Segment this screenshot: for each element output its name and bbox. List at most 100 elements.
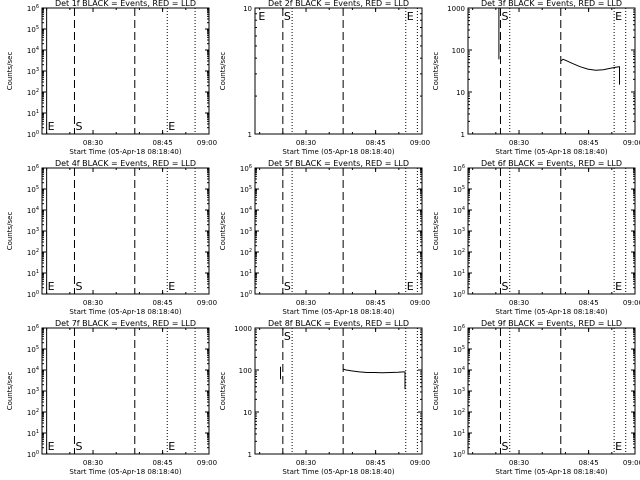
x-tick-label: 08:30	[509, 459, 529, 467]
marker-letter: E	[168, 280, 175, 293]
y-tick-label: 106	[453, 324, 465, 333]
y-tick-label: 100	[27, 450, 39, 459]
panel-title: Det 6f BLACK = Events, RED = LLD	[481, 159, 622, 168]
marker-letter: E	[615, 10, 622, 23]
x-tick-label: 09:00	[197, 459, 217, 467]
x-tick-label: 08:30	[509, 299, 529, 307]
plot-frame	[254, 327, 423, 455]
x-axis-label: Start Time (05-Apr-18 08:18:40)	[69, 148, 181, 156]
panel-title: Det 3f BLACK = Events, RED = LLD	[481, 0, 622, 8]
x-tick-label: 09:00	[623, 299, 640, 307]
x-tick-label: 08:45	[579, 299, 599, 307]
marker-letter: E	[48, 280, 55, 293]
marker-letter: E	[615, 440, 622, 453]
y-tick-label: 103	[453, 387, 465, 396]
marker-letter: S	[284, 280, 291, 293]
y-tick-label: 100	[27, 130, 39, 139]
x-tick-label: 09:00	[623, 459, 640, 467]
y-tick-label: 106	[27, 4, 39, 13]
y-tick-label: 104	[453, 206, 465, 215]
y-tick-label: 102	[27, 408, 39, 417]
y-tick-label: 105	[27, 25, 39, 34]
marker-letter: E	[168, 440, 175, 453]
y-tick-label: 106	[453, 164, 465, 173]
y-tick-label: 100	[239, 367, 252, 375]
y-axis-label: Counts/sec	[219, 52, 227, 91]
x-tick-label: 08:30	[83, 299, 103, 307]
panel-det-5f: Det 5f BLACK = Events, RED = LLD Counts/s…	[219, 159, 430, 316]
y-tick-label: 100	[452, 47, 465, 55]
y-axis-label: Counts/sec	[6, 52, 14, 91]
x-tick-label: 08:45	[366, 139, 386, 147]
y-tick-label: 101	[453, 269, 465, 278]
marker-letter: S	[284, 330, 291, 343]
marker-letter: E	[615, 280, 622, 293]
x-axis-label: Start Time (05-Apr-18 08:18:40)	[282, 148, 394, 156]
marker-letter: E	[407, 280, 414, 293]
y-axis-label: Counts/sec	[432, 372, 440, 411]
y-tick-label: 102	[240, 248, 252, 257]
x-tick-label: 08:45	[153, 459, 173, 467]
panel-title: Det 1f BLACK = Events, RED = LLD	[55, 0, 196, 8]
y-tick-label: 104	[240, 206, 252, 215]
y-tick-label: 103	[240, 227, 252, 236]
x-tick-label: 08:45	[153, 139, 173, 147]
y-tick-label: 1	[248, 131, 252, 139]
y-tick-label: 102	[27, 88, 39, 97]
panel-det-7f: Det 7f BLACK = Events, RED = LLD Counts/s…	[6, 319, 217, 476]
y-tick-label: 1	[461, 131, 465, 139]
panel-title: Det 5f BLACK = Events, RED = LLD	[268, 159, 409, 168]
x-tick-label: 08:30	[83, 139, 103, 147]
y-tick-label: 103	[453, 227, 465, 236]
marker-letter: S	[284, 10, 291, 23]
marker-letter: S	[75, 440, 82, 453]
y-tick-label: 1	[248, 451, 252, 459]
panel-det-4f: Det 4f BLACK = Events, RED = LLD Counts/s…	[6, 159, 217, 316]
plot-frame	[254, 7, 423, 135]
x-tick-label: 08:30	[83, 459, 103, 467]
y-tick-label: 10	[456, 89, 465, 97]
panel-det-8f: Det 8f BLACK = Events, RED = LLD Counts/s…	[219, 319, 430, 476]
panel-title: Det 8f BLACK = Events, RED = LLD	[268, 319, 409, 328]
y-tick-label: 100	[27, 290, 39, 299]
marker-letter: E	[168, 120, 175, 133]
x-axis-label: Start Time (05-Apr-18 08:18:40)	[495, 148, 607, 156]
y-tick-label: 101	[27, 109, 39, 118]
panel-title: Det 7f BLACK = Events, RED = LLD	[55, 319, 196, 328]
x-tick-label: 09:00	[410, 139, 430, 147]
x-axis-label: Start Time (05-Apr-18 08:18:40)	[495, 308, 607, 316]
y-tick-label: 101	[453, 429, 465, 438]
plot-frame	[467, 7, 636, 135]
y-tick-label: 104	[27, 366, 39, 375]
y-tick-label: 105	[27, 185, 39, 194]
y-tick-label: 101	[27, 269, 39, 278]
y-tick-label: 102	[453, 248, 465, 257]
y-tick-label: 102	[27, 248, 39, 257]
y-tick-label: 1000	[447, 5, 465, 13]
y-tick-label: 102	[453, 408, 465, 417]
y-tick-label: 105	[453, 185, 465, 194]
panel-title: Det 9f BLACK = Events, RED = LLD	[481, 319, 622, 328]
y-tick-label: 104	[453, 366, 465, 375]
y-axis-label: Counts/sec	[219, 372, 227, 411]
x-axis-label: Start Time (05-Apr-18 08:18:40)	[282, 308, 394, 316]
marker-letter: S	[75, 280, 82, 293]
y-tick-label: 106	[240, 164, 252, 173]
marker-letter: E	[48, 120, 55, 133]
x-tick-label: 08:45	[579, 459, 599, 467]
marker-letter: S	[501, 10, 508, 23]
y-tick-label: 104	[27, 206, 39, 215]
y-axis-label: Counts/sec	[432, 212, 440, 251]
y-tick-label: 100	[453, 450, 465, 459]
y-axis-label: Counts/sec	[432, 52, 440, 91]
y-tick-label: 104	[27, 46, 39, 55]
series-line	[342, 368, 406, 390]
panel-det-3f: Det 3f BLACK = Events, RED = LLD Counts/s…	[432, 0, 640, 156]
marker-letter: S	[501, 440, 508, 453]
y-tick-label: 106	[27, 324, 39, 333]
y-tick-label: 103	[27, 227, 39, 236]
x-tick-label: 09:00	[410, 459, 430, 467]
y-tick-label: 1000	[234, 325, 252, 333]
marker-letter: E	[48, 440, 55, 453]
